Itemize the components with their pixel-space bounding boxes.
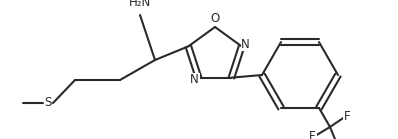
Text: F: F [309,131,316,139]
Text: N: N [241,38,250,51]
Text: O: O [211,12,220,25]
Text: S: S [44,96,52,110]
Text: H₂N: H₂N [129,0,151,9]
Text: N: N [190,73,199,86]
Text: F: F [344,111,351,123]
